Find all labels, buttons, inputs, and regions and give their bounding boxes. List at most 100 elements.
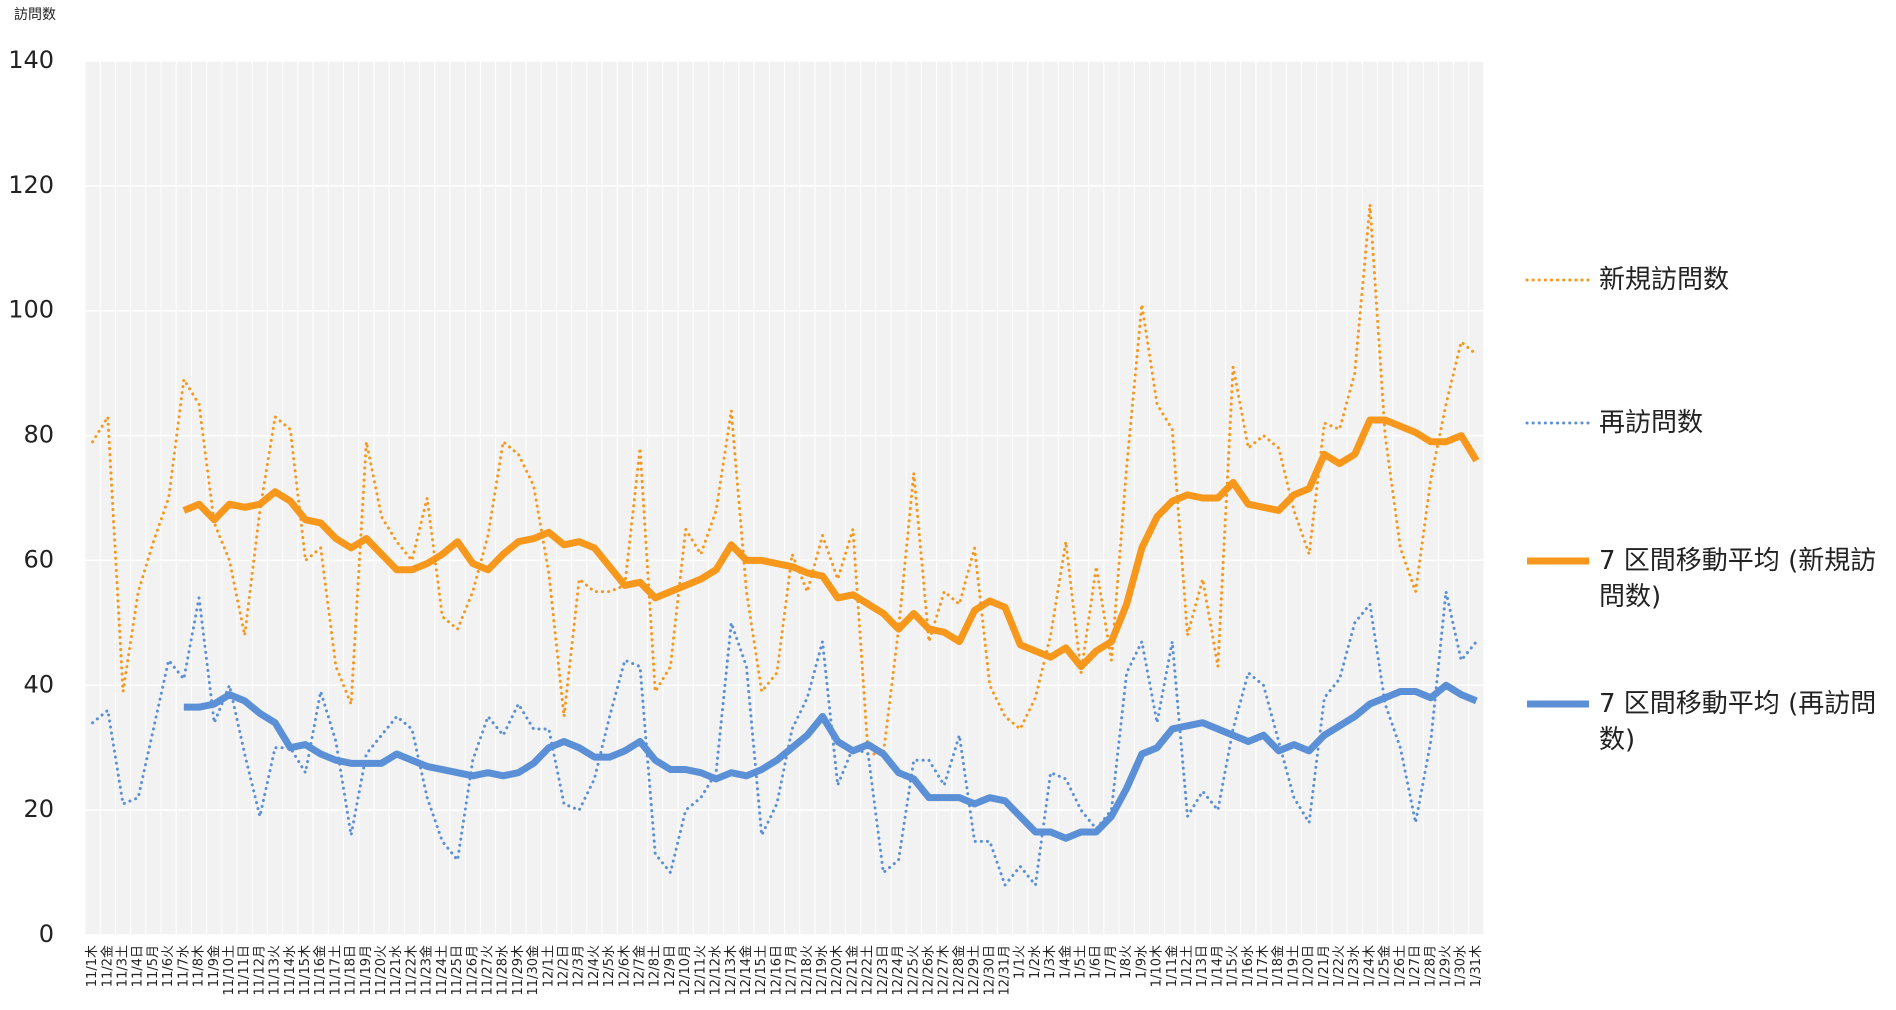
x-tick-label: 12/15土 [754, 945, 769, 995]
x-tick-label: 1/8火 [1119, 945, 1134, 979]
legend-label: 新規訪問数 [1599, 265, 1730, 295]
x-tick-label: 1/19土 [1286, 945, 1301, 987]
x-tick-label: 1/4金 [1057, 945, 1073, 979]
legend-swatch [1527, 700, 1589, 708]
x-tick-label: 12/19水 [815, 945, 830, 995]
x-tick-label: 11/26月 [465, 945, 480, 995]
x-tick-label: 1/14月 [1210, 945, 1225, 987]
x-tick-label: 11/13火 [268, 945, 283, 995]
x-tick-label: 11/25日 [450, 945, 465, 995]
x-tick-label: 12/14金 [738, 945, 754, 995]
legend-swatch [1525, 421, 1591, 425]
y-tick-label: 40 [23, 670, 54, 698]
x-tick-label: 12/10月 [678, 945, 693, 995]
legend-swatch [1525, 278, 1591, 282]
x-tick-label: 11/22木 [404, 945, 419, 995]
x-tick-label: 1/28月 [1423, 945, 1438, 987]
x-tick-label: 11/4日 [131, 945, 146, 987]
legend-swatch [1527, 557, 1589, 565]
y-tick-label: 60 [23, 545, 54, 573]
x-tick-label: 12/30日 [982, 945, 997, 995]
x-tick-label: 11/17土 [328, 945, 343, 995]
x-tick-label: 12/29土 [967, 945, 982, 995]
x-tick-label: 1/9水 [1134, 945, 1149, 979]
x-tick-label: 1/27日 [1408, 945, 1423, 987]
x-tick-label: 11/21水 [389, 945, 404, 995]
x-tick-label: 12/24月 [891, 945, 906, 995]
x-tick-label: 1/29火 [1438, 945, 1453, 987]
x-tick-label: 1/13日 [1195, 945, 1210, 987]
x-tick-label: 1/26土 [1393, 945, 1408, 987]
x-tick-label: 12/20木 [830, 945, 845, 995]
x-tick-label: 12/23日 [876, 945, 891, 995]
x-tick-label: 1/25金 [1377, 945, 1393, 987]
x-tick-label: 1/18金 [1270, 945, 1286, 987]
x-tick-label: 11/11日 [237, 945, 252, 995]
x-tick-label: 12/9日 [663, 945, 678, 987]
legend-label: 再訪問数 [1599, 408, 1704, 438]
x-tick-label: 1/24木 [1362, 945, 1377, 987]
legend-label: 7 区間移動平均 (新規訪問数) [1599, 546, 1877, 612]
x-tick-label: 1/10木 [1150, 945, 1165, 987]
x-tick-label: 1/15火 [1226, 945, 1241, 987]
x-tick-label: 11/23金 [419, 945, 435, 995]
x-tick-label: 12/16日 [769, 945, 784, 995]
series-line [183, 681, 1478, 842]
x-tick-label: 1/2水 [1028, 945, 1043, 979]
x-tick-label: 12/8土 [648, 945, 663, 987]
x-tick-label: 12/17月 [785, 945, 800, 995]
x-tick-label: 12/28金 [951, 945, 967, 995]
x-tick-label: 11/1木 [85, 945, 100, 987]
x-tick-label: 1/12土 [1180, 945, 1195, 987]
x-tick-label: 1/5土 [1074, 945, 1089, 979]
x-tick-label: 12/7金 [632, 945, 648, 987]
y-tick-label: 20 [23, 795, 54, 823]
x-tick-label: 12/4火 [587, 945, 602, 987]
x-tick-label: 1/30水 [1454, 945, 1469, 987]
y-tick-label: 80 [23, 421, 54, 449]
y-axis-label: 訪問数 [14, 7, 56, 23]
x-tick-label: 11/14水 [283, 945, 298, 995]
x-tick-label: 1/6日 [1089, 945, 1104, 979]
legend-item: 新規訪問数 [1525, 262, 1889, 298]
x-tick-label: 11/29木 [511, 945, 526, 995]
x-tick-label: 1/11金 [1164, 945, 1180, 987]
x-tick-label: 11/9金 [206, 945, 222, 987]
x-tick-label: 12/26水 [921, 945, 936, 995]
x-tick-label: 12/2日 [557, 945, 572, 987]
legend-item: 再訪問数 [1525, 405, 1889, 441]
x-tick-label: 12/11火 [693, 945, 708, 995]
x-tick-label: 1/20日 [1302, 945, 1317, 987]
x-tick-label: 11/2金 [99, 945, 115, 987]
x-tick-label: 11/30金 [525, 945, 541, 995]
legend-label: 7 区間移動平均 (再訪問数) [1599, 689, 1877, 755]
x-tick-label: 12/27木 [937, 945, 952, 995]
x-tick-label: 11/7水 [176, 945, 191, 987]
series-line [182, 416, 1480, 671]
x-tick-label: 11/16金 [312, 945, 328, 995]
legend-item: 7 区間移動平均 (再訪問数) [1525, 686, 1889, 758]
x-tick-label: 12/18火 [800, 945, 815, 995]
x-tick-label: 1/1火 [1013, 945, 1028, 979]
x-tick-label: 12/5水 [602, 945, 617, 987]
x-tick-label: 12/12水 [709, 945, 724, 995]
x-tick-label: 1/16水 [1241, 945, 1256, 987]
x-tick-label: 11/5月 [146, 945, 161, 987]
x-tick-label: 12/13木 [724, 945, 739, 995]
x-tick-label: 12/31月 [997, 945, 1012, 995]
x-tick-label: 1/17木 [1256, 945, 1271, 987]
x-tick-label: 11/8木 [192, 945, 207, 987]
y-tick-label: 0 [39, 920, 54, 948]
x-tick-label: 1/21月 [1317, 945, 1332, 987]
x-tick-label: 11/10土 [222, 945, 237, 995]
x-tick-label: 11/3土 [116, 945, 131, 987]
series-line [91, 590, 1478, 887]
x-tick-label: 12/1土 [541, 945, 556, 987]
x-tick-label: 12/25火 [906, 945, 921, 995]
x-tick-label: 11/18日 [344, 945, 359, 995]
y-tick-label: 100 [8, 296, 54, 324]
x-tick-label: 11/15木 [298, 945, 313, 995]
x-tick-label: 11/28水 [496, 945, 511, 995]
